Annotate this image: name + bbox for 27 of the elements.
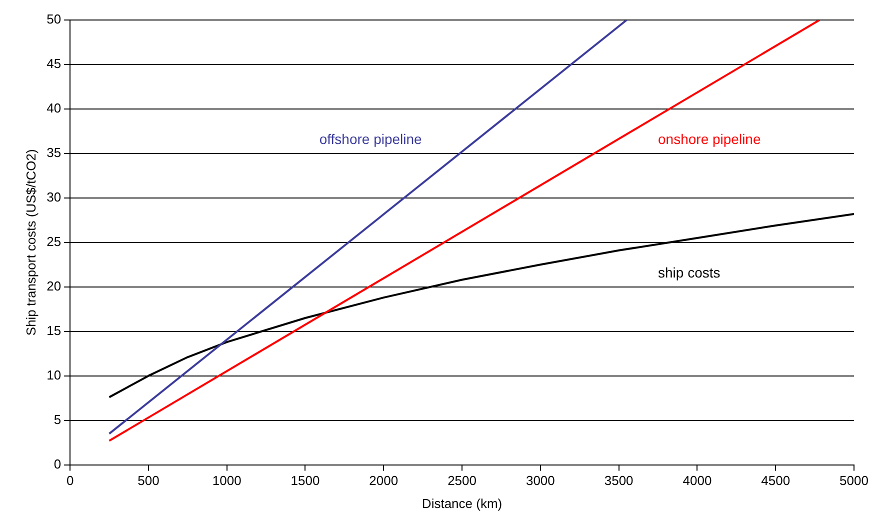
y-tick-label: 50 bbox=[46, 12, 62, 27]
y-tick-label: 0 bbox=[54, 456, 62, 472]
x-tick-label: 4500 bbox=[761, 473, 790, 488]
series-label: onshore pipeline bbox=[658, 130, 761, 147]
x-tick-label: 2000 bbox=[369, 473, 398, 488]
y-tick-label: 10 bbox=[46, 367, 62, 382]
y-tick-label: 30 bbox=[46, 190, 62, 204]
y-tick-label: 15 bbox=[46, 322, 62, 338]
x-tick-label: 5000 bbox=[840, 473, 868, 488]
x-tick-label: 0 bbox=[66, 473, 74, 488]
y-tick-label: 40 bbox=[46, 100, 62, 116]
series-label: ship costs bbox=[658, 264, 720, 280]
x-axis-title: Distance (km) bbox=[422, 496, 502, 511]
y-tick-label: 20 bbox=[46, 278, 62, 294]
y-tick-label: 5 bbox=[54, 412, 62, 427]
text: offshore pipeline bbox=[319, 130, 422, 147]
x-tick-label: 3500 bbox=[604, 473, 634, 488]
y-axis-title: Ship transport costs (US$/tCO2) bbox=[23, 149, 38, 336]
x-tick-label: 500 bbox=[138, 473, 160, 488]
x-tick-label: 2500 bbox=[448, 473, 476, 488]
x-tick-label: 1000 bbox=[212, 473, 242, 488]
y-tick-label: 45 bbox=[46, 56, 62, 72]
x-tick-label: 1500 bbox=[290, 473, 320, 488]
x-tick-label: 3000 bbox=[526, 473, 555, 488]
y-tick-label: 25 bbox=[46, 234, 62, 249]
y-tick-label: 35 bbox=[46, 145, 62, 160]
x-tick-label: 4000 bbox=[682, 473, 712, 488]
